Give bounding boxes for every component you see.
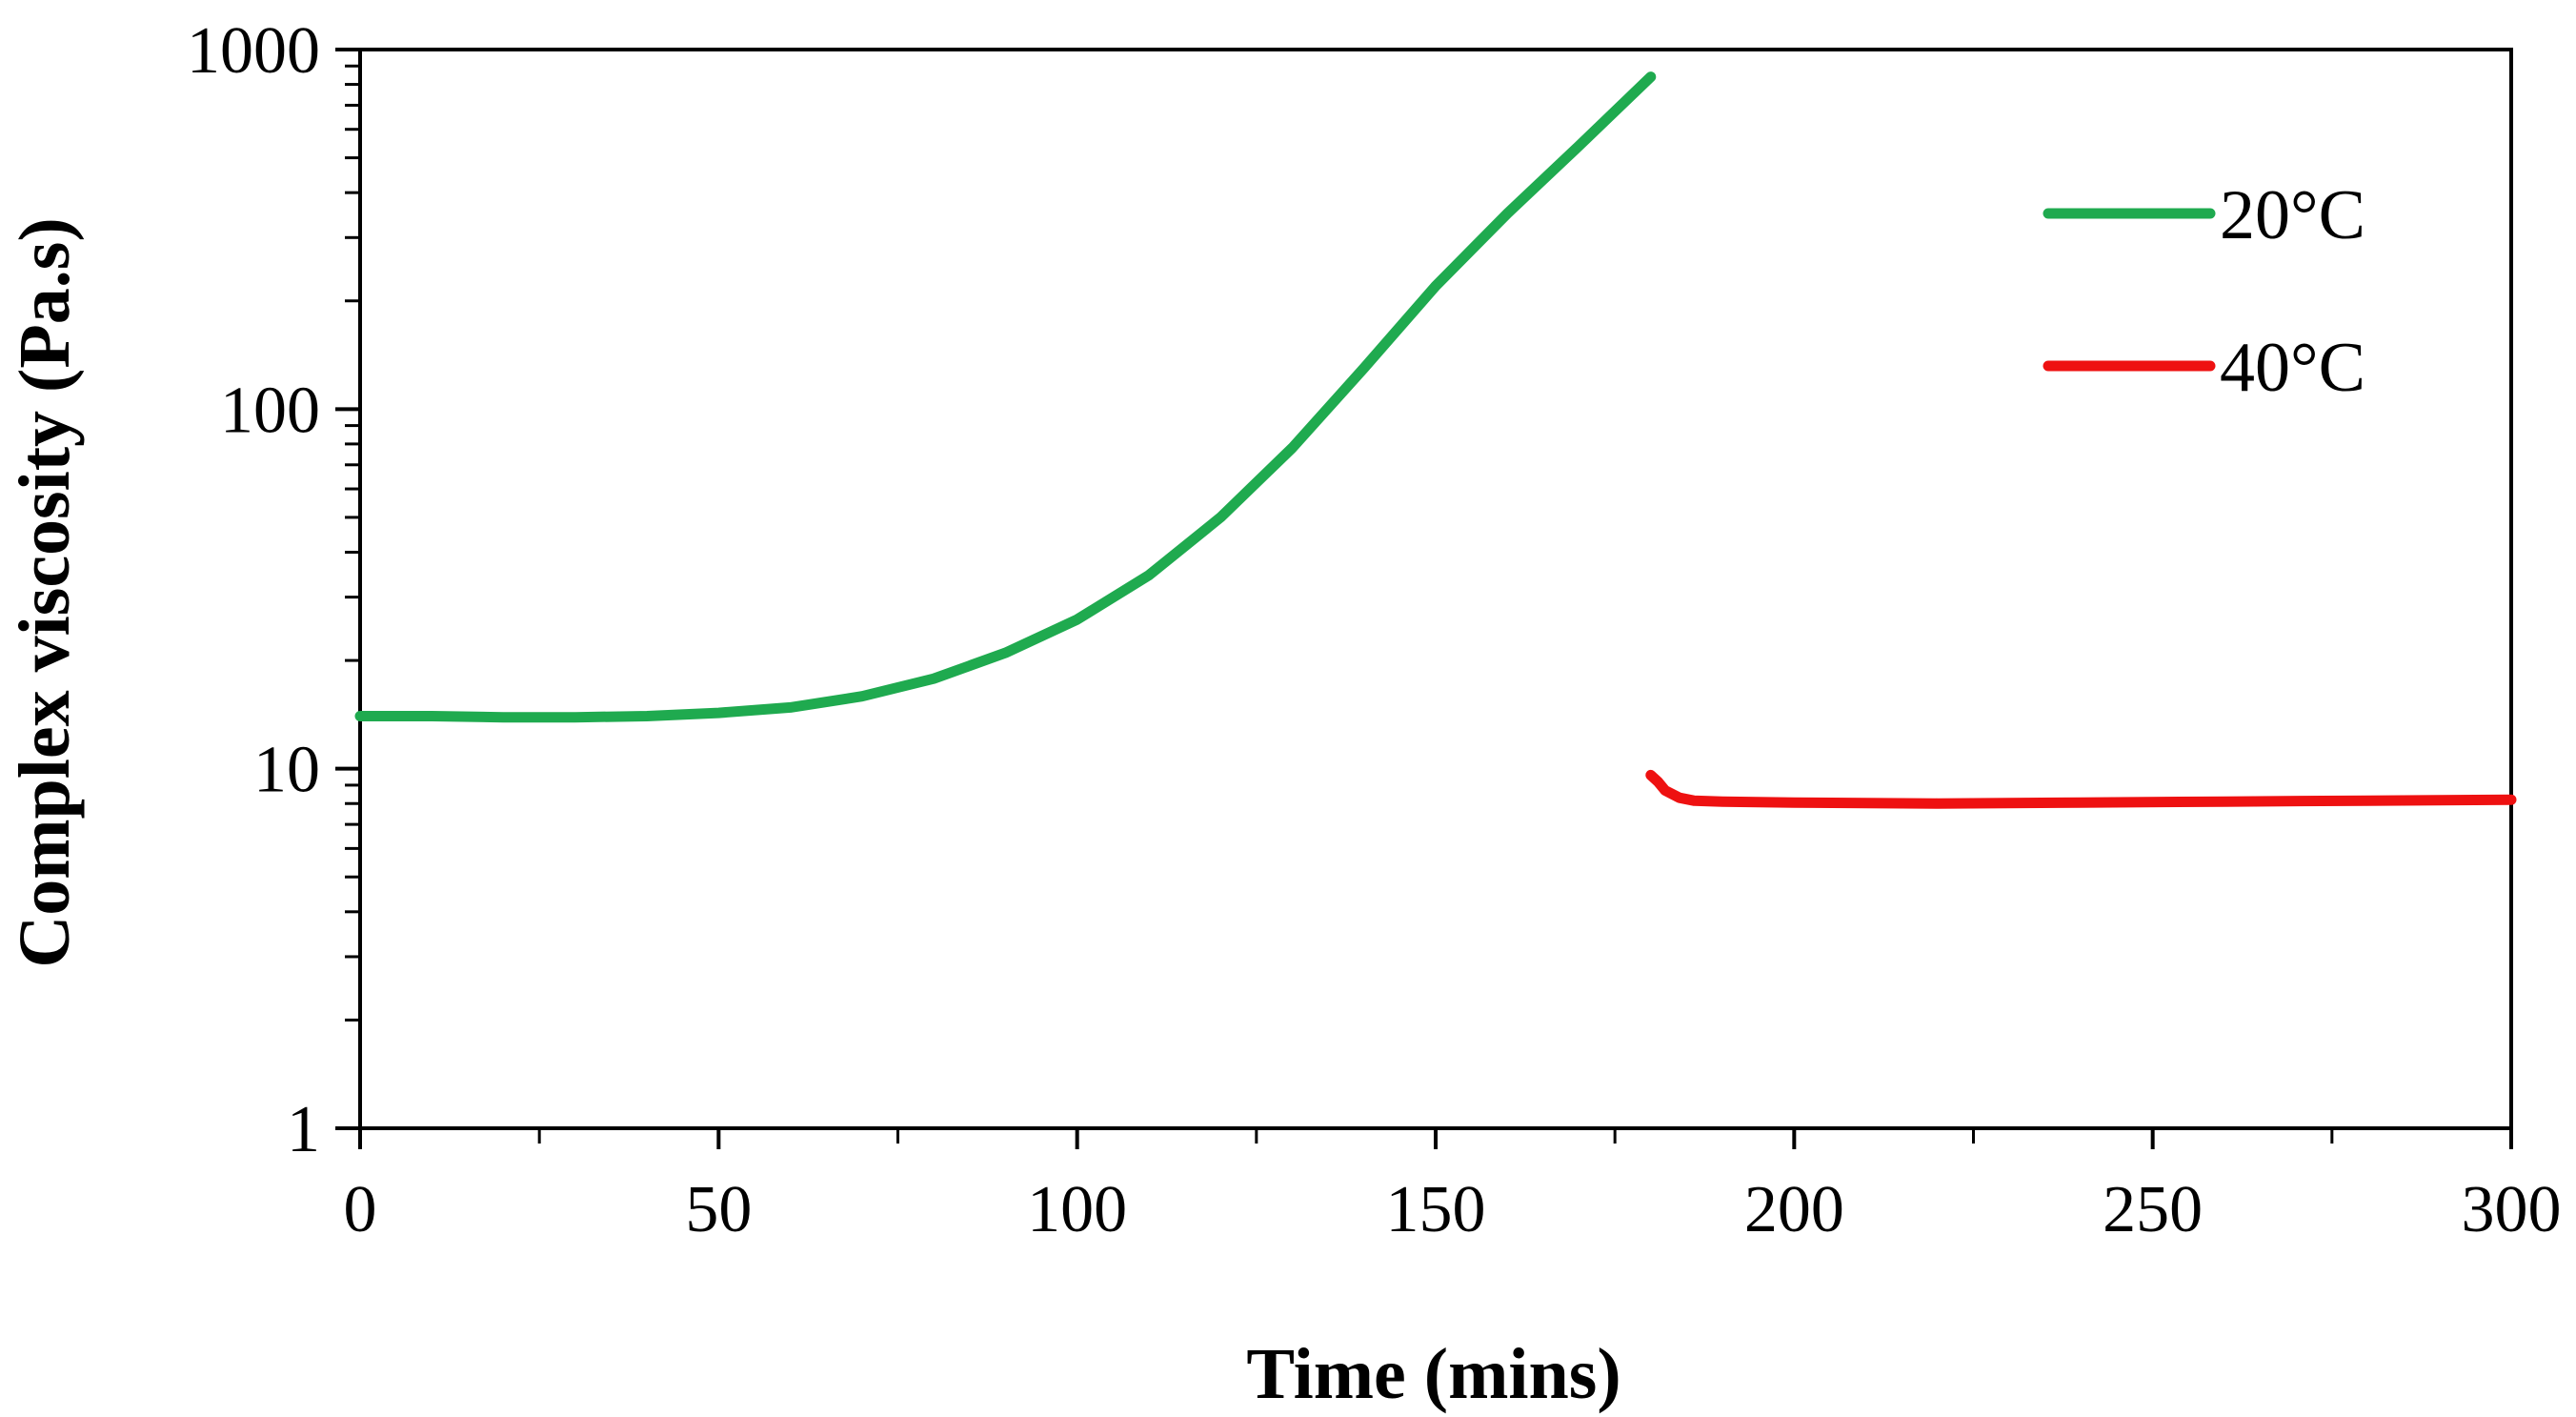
x-tick-label: 250 [2103,1173,2203,1246]
x-tick-label: 150 [1386,1173,1486,1246]
axis-major-ticks [335,48,2513,1149]
series-line-20c [354,71,1657,723]
y-tick-label: 1000 [187,14,320,88]
x-tick-label: 50 [685,1173,752,1246]
series-lines [354,71,2517,809]
y-axis-title: Complex viscosity (Pa.s) [5,217,85,967]
x-tick-label: 100 [1027,1173,1127,1246]
y-tick-label: 10 [253,734,320,807]
legend-label-40c: 40°C [2220,329,2365,407]
legend-label-20c: 20°C [2220,176,2365,254]
x-tick-label: 0 [344,1173,377,1246]
x-tick-label: 300 [2462,1173,2562,1246]
y-tick-labels: 1 10 100 1000 [187,14,320,1166]
y-minor-ticks [345,64,360,1022]
series-line-40c [1645,769,2517,809]
x-tick-labels: 0 50 100 150 200 250 300 [344,1173,2562,1246]
x-tick-label: 200 [1744,1173,1844,1246]
x-axis-title: Time (mins) [1246,1334,1620,1414]
y-tick-label: 100 [220,374,320,447]
legend: 20°C 40°C [2043,176,2365,407]
y-tick-label: 1 [287,1093,320,1166]
